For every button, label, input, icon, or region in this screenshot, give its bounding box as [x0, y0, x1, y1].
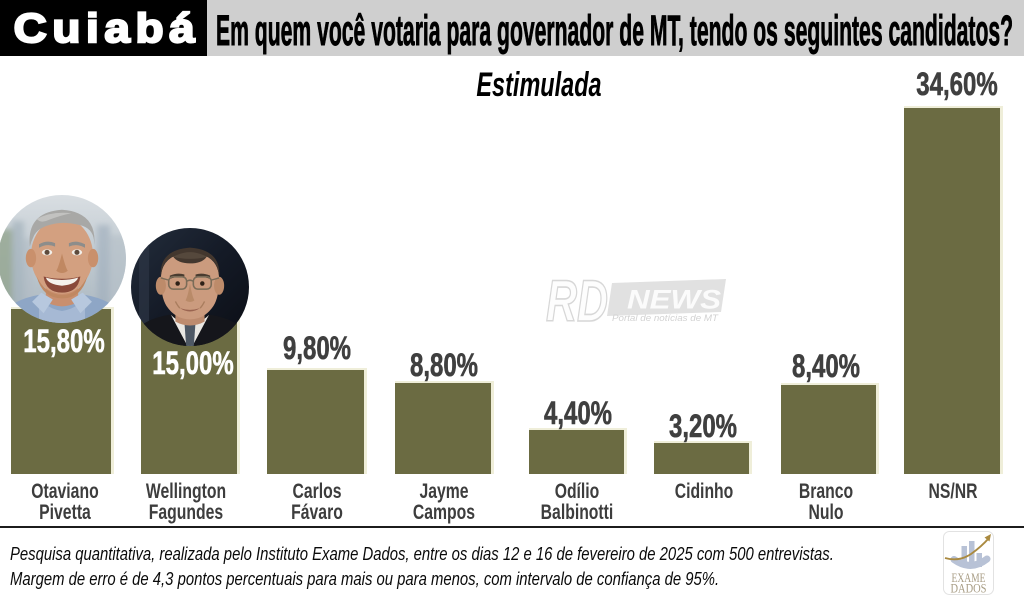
- svg-text:Portal de notícias de MT: Portal de notícias de MT: [612, 313, 719, 324]
- svg-text:DADOS: DADOS: [951, 582, 987, 596]
- svg-text:NEWS: NEWS: [627, 285, 721, 315]
- svg-text:EXAME: EXAME: [952, 571, 986, 585]
- svg-text:RD: RD: [546, 270, 608, 330]
